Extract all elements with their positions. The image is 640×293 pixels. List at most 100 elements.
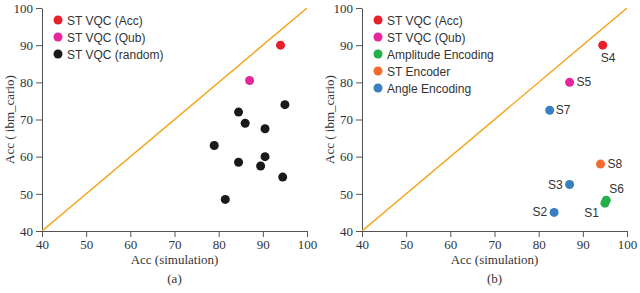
tick-mark xyxy=(539,231,540,237)
point xyxy=(550,208,559,217)
legend-item: ST VQC (Qub) xyxy=(54,31,146,45)
legend: ST VQC (Acc)ST VQC (Qub)Amplitude Encodi… xyxy=(374,14,494,96)
tick-mark xyxy=(175,231,176,237)
point xyxy=(602,196,611,205)
tick-mark xyxy=(495,231,496,237)
legend-swatch xyxy=(374,50,383,59)
tick: 40 xyxy=(356,231,369,252)
tick: 90 xyxy=(340,38,362,53)
y-axis-title: Acc ( ibm_cario) xyxy=(322,75,337,164)
tick: 60 xyxy=(124,231,137,252)
tick-label: 60 xyxy=(20,149,33,164)
caption: (a) xyxy=(167,271,181,286)
x-axis: 405060708090100 xyxy=(36,231,317,252)
point xyxy=(565,180,574,189)
point xyxy=(256,161,265,170)
tick-mark xyxy=(583,231,584,237)
tick: 90 xyxy=(577,231,590,252)
y-axis-title: Acc ( ibm_cario) xyxy=(2,75,17,164)
tick-label: 100 xyxy=(618,237,638,252)
legend-swatch xyxy=(374,67,383,76)
tick-label: 60 xyxy=(340,149,353,164)
point xyxy=(280,100,289,109)
tick-label: 50 xyxy=(340,186,353,201)
tick: 40 xyxy=(20,224,42,239)
tick-label: 40 xyxy=(20,224,33,239)
legend-swatch xyxy=(374,84,383,93)
point xyxy=(234,158,243,167)
tick-label: 100 xyxy=(14,1,34,16)
legend-swatch xyxy=(54,50,63,59)
legend-item: ST VQC (Acc) xyxy=(374,14,463,28)
tick-label: 40 xyxy=(356,237,369,252)
tick-mark xyxy=(356,120,362,121)
legend-label: Angle Encoding xyxy=(387,82,471,96)
tick-mark xyxy=(406,231,407,237)
tick: 70 xyxy=(340,112,362,127)
point-label: S3 xyxy=(548,178,563,192)
tick-mark xyxy=(450,231,451,237)
axis-line xyxy=(42,9,43,232)
x-axis-title: Acc (simulation) xyxy=(131,252,219,267)
point xyxy=(210,141,219,150)
tick-label: 90 xyxy=(340,38,353,53)
tick: 60 xyxy=(340,149,362,164)
legend-item: ST VQC (Acc) xyxy=(54,14,143,28)
tick-label: 70 xyxy=(169,237,182,252)
point-label: S7 xyxy=(556,103,571,117)
tick-mark xyxy=(356,194,362,195)
legend-item: Angle Encoding xyxy=(374,82,472,96)
point-label: S6 xyxy=(609,182,624,196)
tick-mark xyxy=(36,194,42,195)
point-label: S1 xyxy=(584,206,599,220)
legend-label: ST VQC (random) xyxy=(67,48,163,62)
legend: ST VQC (Acc) ST VQC (Qub) ST VQC (random) xyxy=(54,14,164,62)
tick-mark xyxy=(627,231,628,237)
point xyxy=(245,76,254,85)
tick-mark xyxy=(356,157,362,158)
tick-mark xyxy=(36,45,42,46)
point xyxy=(234,108,243,117)
tick-label: 50 xyxy=(80,237,93,252)
legend-swatch xyxy=(54,33,63,42)
legend-swatch xyxy=(54,16,63,25)
tick-label: 100 xyxy=(298,237,318,252)
point-label: S8 xyxy=(608,157,623,171)
point xyxy=(261,152,270,161)
legend-label: ST VQC (Qub) xyxy=(67,31,145,45)
tick: 60 xyxy=(20,149,42,164)
tick-mark xyxy=(307,231,308,237)
tick-label: 70 xyxy=(340,112,353,127)
point-labels: S4S5S1S6S8S2S3S7 xyxy=(532,51,624,220)
legend-label: Amplitude Encoding xyxy=(387,48,494,62)
tick-label: 70 xyxy=(20,112,33,127)
tick-label: 100 xyxy=(334,1,354,16)
tick-mark xyxy=(36,82,42,83)
tick-mark xyxy=(356,45,362,46)
tick: 50 xyxy=(400,231,413,252)
tick: 70 xyxy=(489,231,502,252)
tick: 100 xyxy=(618,231,638,252)
tick: 50 xyxy=(80,231,93,252)
point xyxy=(278,173,287,182)
tick-mark xyxy=(362,231,363,237)
tick-mark xyxy=(36,231,42,232)
tick-label: 80 xyxy=(213,237,226,252)
tick: 40 xyxy=(340,224,362,239)
tick-mark xyxy=(36,157,42,158)
tick-label: 60 xyxy=(444,237,457,252)
tick: 80 xyxy=(340,75,362,90)
tick: 80 xyxy=(213,231,226,252)
legend-item: ST VQC (random) xyxy=(54,48,164,62)
tick-mark xyxy=(86,231,87,237)
legend-label: ST Encoder xyxy=(387,65,450,79)
diagonal xyxy=(42,8,307,231)
legend-swatch xyxy=(374,16,383,25)
tick: 100 xyxy=(14,1,43,16)
tick-label: 40 xyxy=(340,224,353,239)
tick-mark xyxy=(130,231,131,237)
panel: 405060708090100405060708090100Acc (simul… xyxy=(322,1,637,286)
tick-label: 80 xyxy=(340,75,353,90)
tick: 100 xyxy=(334,1,363,16)
tick-mark xyxy=(36,8,42,9)
